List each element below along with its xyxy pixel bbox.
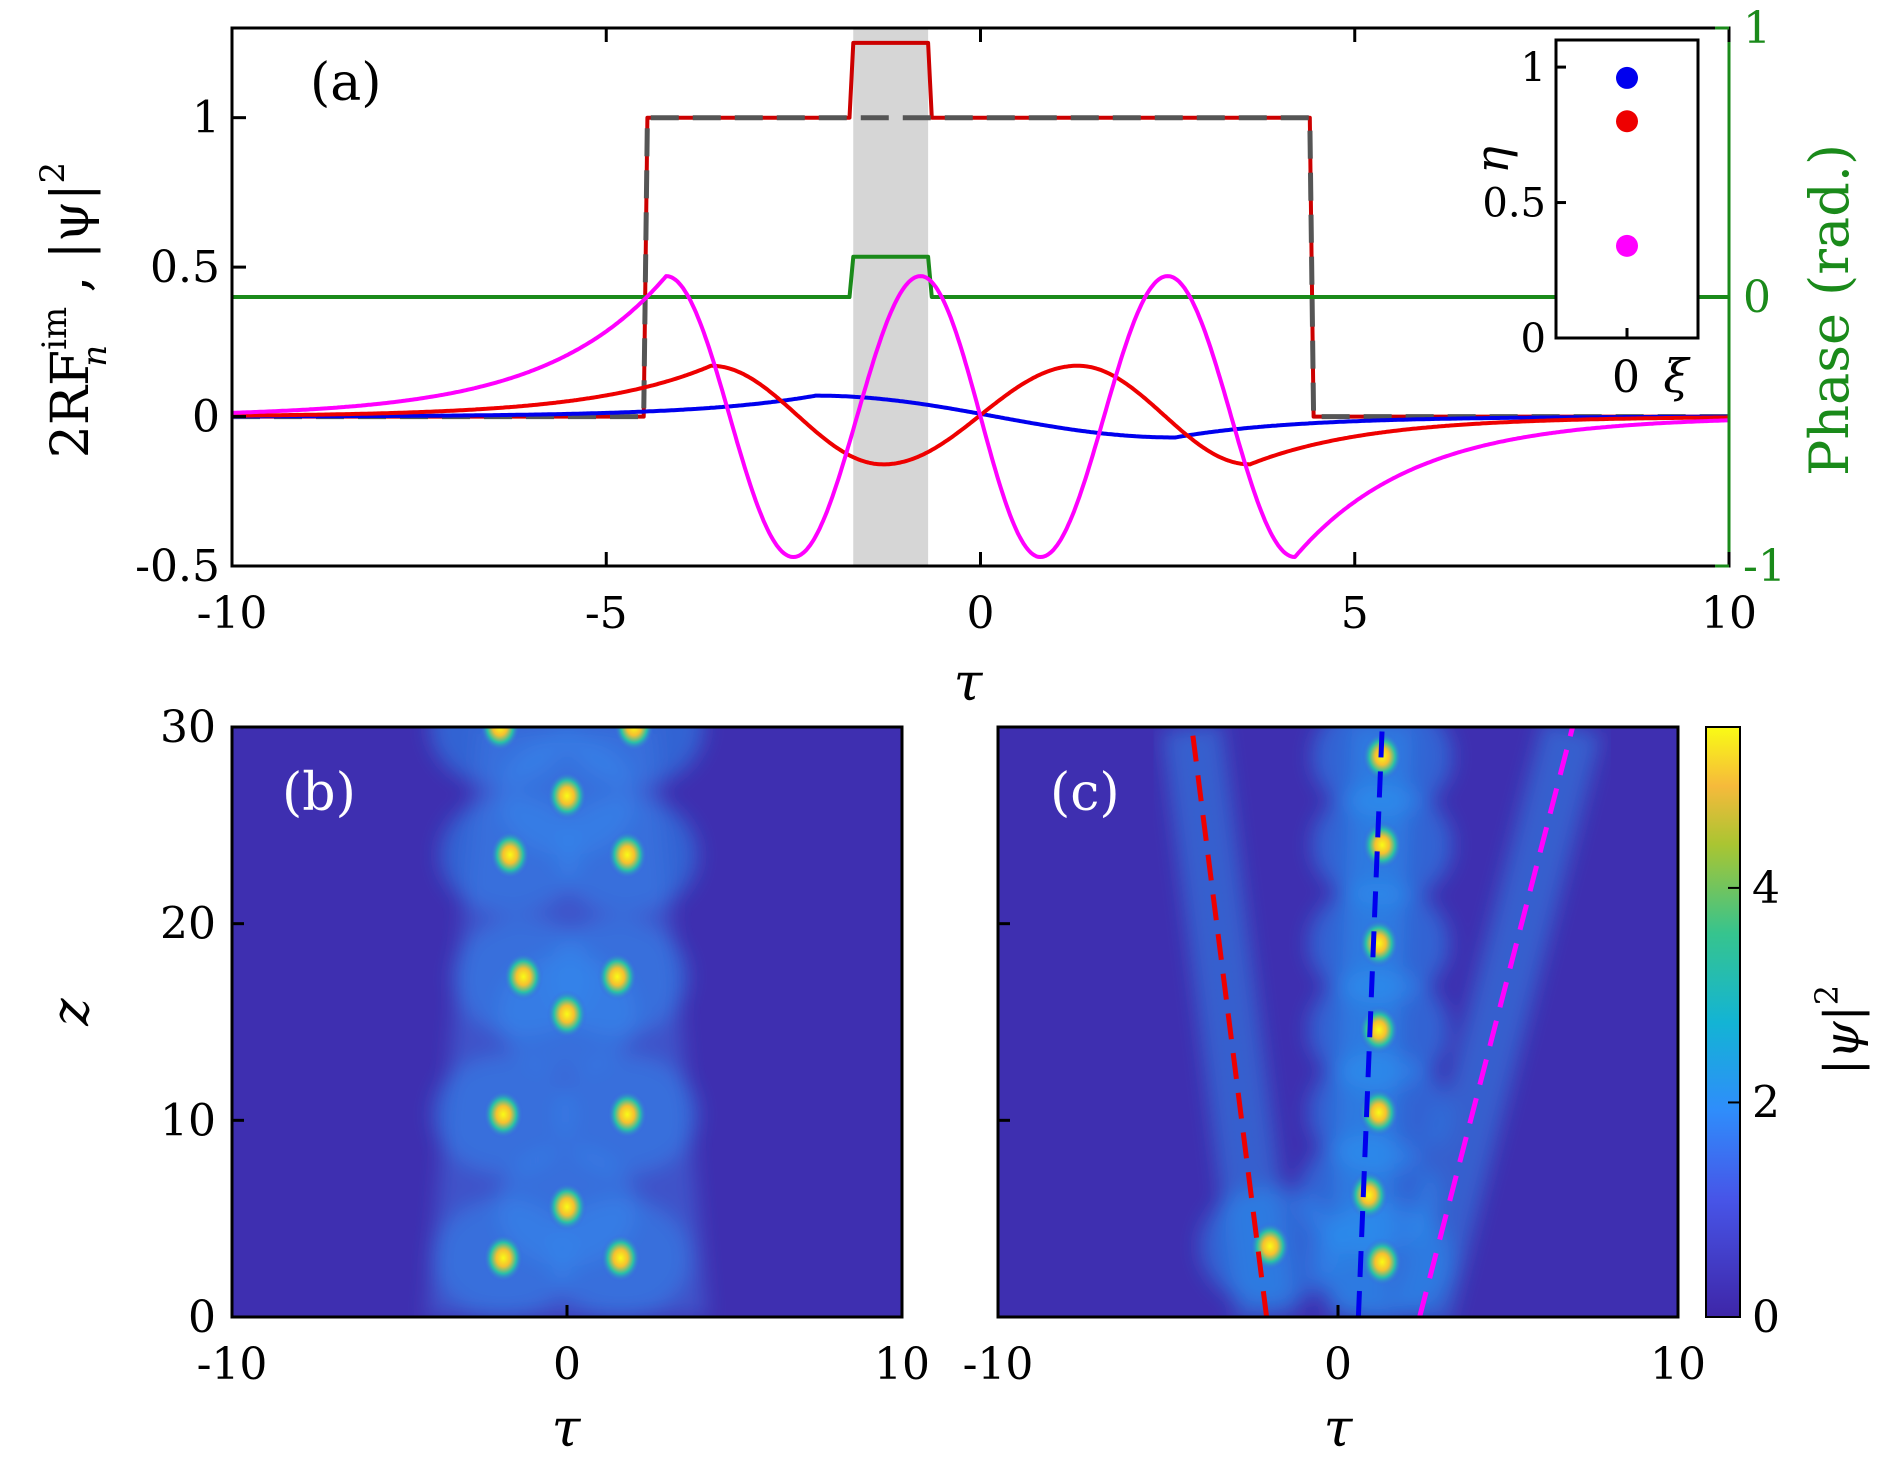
ytick-label-a: 1 xyxy=(192,93,220,144)
series-line-5 xyxy=(232,274,1729,559)
inset-xlabel: ξ xyxy=(1663,349,1691,403)
xtick-label-b: 10 xyxy=(874,1339,930,1390)
ylabel-mid: , |ψ| xyxy=(41,183,101,308)
colorbar-tick-label: 4 xyxy=(1752,863,1780,914)
ytick-label-b: 30 xyxy=(160,702,216,753)
trajectory-0 xyxy=(1189,727,1270,1317)
ylabel-pow: 2 xyxy=(33,162,73,184)
y2tick-label: -1 xyxy=(1743,541,1786,592)
series-line-2 xyxy=(232,254,1729,299)
colorbar-tick-label: 0 xyxy=(1752,1292,1780,1343)
inset-ylabel: η xyxy=(1465,146,1519,174)
shaded-region xyxy=(853,28,929,566)
inset-point-2 xyxy=(1616,234,1638,257)
colorbar-gradient xyxy=(1705,726,1741,1318)
colorbar-label-pow: 2 xyxy=(1808,985,1846,1005)
xtick-label-a: 10 xyxy=(1701,588,1757,639)
bright-spot-4 xyxy=(1358,1005,1399,1054)
inset-ytick-label: 0 xyxy=(1521,316,1546,362)
bright-spot-5 xyxy=(547,990,587,1039)
bright-spot-2 xyxy=(547,1182,587,1231)
bright-spot-1 xyxy=(600,1234,641,1282)
panel-b-label: (b) xyxy=(282,763,356,823)
bright-spot-10 xyxy=(547,771,587,820)
xtick-label-a: 0 xyxy=(967,588,995,639)
xtick-label-a: 5 xyxy=(1341,588,1369,639)
xtick-label-a: -10 xyxy=(197,588,268,639)
y2tick-label: 0 xyxy=(1743,272,1771,323)
bright-spot-6 xyxy=(503,952,544,1001)
panel-c-xlabel: τ xyxy=(1324,1399,1354,1458)
inset-point-1 xyxy=(1616,110,1638,133)
xtick-label-a: -5 xyxy=(585,588,628,639)
panel-a-y2label: Phase (rad.) xyxy=(1798,144,1861,476)
bright-spot-11 xyxy=(480,727,520,751)
xtick-label-c: -10 xyxy=(963,1339,1034,1390)
trajectory-1 xyxy=(1355,727,1385,1317)
bright-spot-2 xyxy=(1348,1171,1389,1220)
panel-c: -10 0 10 (c) τ 024 |ψ|2 xyxy=(963,725,1870,1458)
ytick-label-a: 0 xyxy=(192,392,220,443)
ylabel-prefix: 2RF xyxy=(41,350,101,458)
xtick-label-c: 0 xyxy=(1324,1339,1352,1390)
colorbar-label-base: |ψ| xyxy=(1814,1005,1870,1075)
trajectory-2 xyxy=(1417,727,1576,1317)
colorbar-label: |ψ|2 xyxy=(1808,985,1870,1075)
panel-b-ylabel: z xyxy=(41,998,101,1027)
xtick-label-b: 0 xyxy=(553,1339,581,1390)
bright-spot-4 xyxy=(607,1090,648,1139)
inset-xtick: 0 xyxy=(1612,352,1640,403)
xtick-label-c: 10 xyxy=(1650,1339,1706,1390)
colorbar: 024 |ψ|2 xyxy=(1705,726,1870,1343)
bright-spot-1 xyxy=(1362,1237,1403,1286)
xtick-label-b: -10 xyxy=(197,1339,268,1390)
inset-scatter: 0 0.5 1 0 ξ η xyxy=(1465,38,1700,403)
panel-a-ylabel: 2RFimn , |ψ|2 xyxy=(33,162,115,458)
ytick-label-a: 0.5 xyxy=(150,242,220,293)
panel-b-xlabel: τ xyxy=(552,1399,582,1458)
inset-ytick-label: 1 xyxy=(1521,45,1546,91)
ytick-label-b: 20 xyxy=(160,899,216,950)
panel-a-xlabel: τ xyxy=(954,653,984,713)
ytick-label-b: 10 xyxy=(160,1095,216,1146)
panel-a-label: (a) xyxy=(310,53,382,113)
ylabel-sup: im xyxy=(35,307,75,350)
bright-spot-0 xyxy=(483,1234,524,1282)
bright-spot-8 xyxy=(490,830,531,879)
series-line-0 xyxy=(232,40,1729,419)
bright-spot-3 xyxy=(483,1090,524,1139)
inset-point-0 xyxy=(1616,66,1638,89)
bright-spot-6 xyxy=(1362,821,1403,869)
series-line-1 xyxy=(232,115,1729,420)
inset-background xyxy=(1556,40,1698,338)
bright-spot-12 xyxy=(614,727,654,751)
bright-spot-7 xyxy=(597,952,638,1001)
inset-ytick-label: 0.5 xyxy=(1482,181,1546,227)
panel-c-label: (c) xyxy=(1050,763,1120,823)
ytick-label-a: -0.5 xyxy=(135,541,220,592)
ytick-label-b: 0 xyxy=(188,1292,216,1343)
ylabel-sub: n xyxy=(75,345,115,367)
bright-spot-5 xyxy=(1358,919,1399,968)
bright-spot-9 xyxy=(607,830,648,879)
y2tick-label: 1 xyxy=(1743,3,1771,54)
colorbar-tick-label: 2 xyxy=(1752,1077,1780,1128)
panel-a: -10 -5 0 5 10 -0.500.51 -101 (a) τ 2RFimn , … xyxy=(33,3,1861,713)
